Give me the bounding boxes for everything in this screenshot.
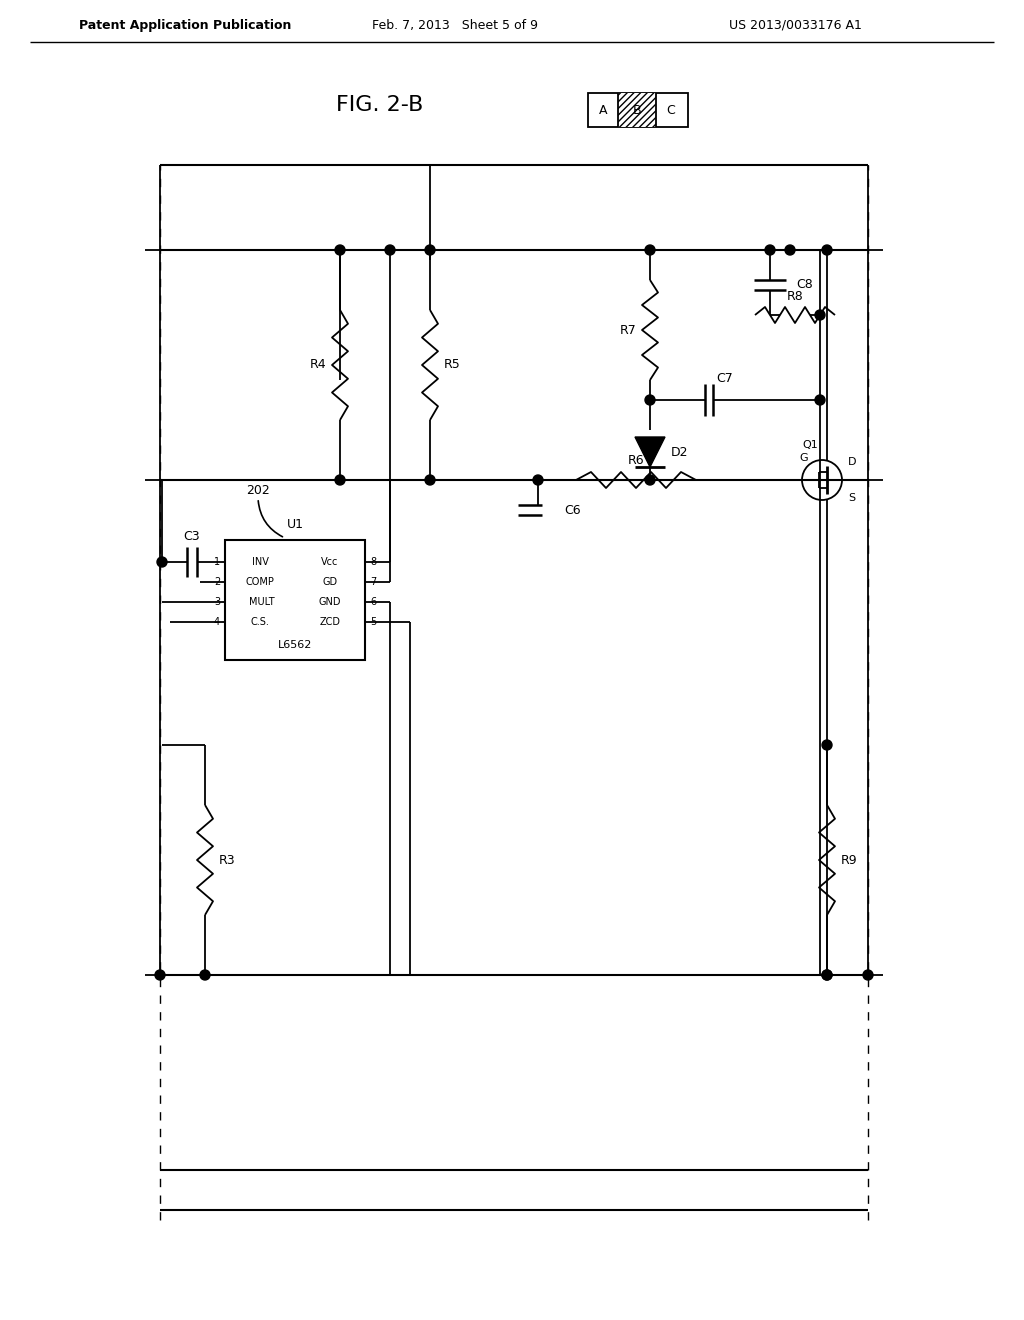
- Circle shape: [335, 246, 345, 255]
- Circle shape: [200, 970, 210, 979]
- Text: R6: R6: [628, 454, 644, 466]
- Circle shape: [157, 557, 167, 568]
- Text: D2: D2: [672, 446, 689, 458]
- Circle shape: [335, 475, 345, 484]
- Circle shape: [645, 246, 655, 255]
- Text: MULT: MULT: [249, 597, 274, 607]
- Text: R9: R9: [841, 854, 857, 866]
- Text: D: D: [848, 457, 856, 467]
- Circle shape: [815, 395, 825, 405]
- Text: 3: 3: [214, 597, 220, 607]
- Text: B: B: [633, 103, 641, 116]
- Circle shape: [385, 246, 395, 255]
- Text: Patent Application Publication: Patent Application Publication: [79, 18, 291, 32]
- Text: C8: C8: [797, 279, 813, 292]
- Circle shape: [765, 246, 775, 255]
- Circle shape: [645, 395, 655, 405]
- Text: 8: 8: [370, 557, 376, 568]
- Text: COMP: COMP: [246, 577, 274, 587]
- Circle shape: [155, 970, 165, 979]
- Text: ZCD: ZCD: [319, 616, 341, 627]
- Text: R7: R7: [620, 323, 636, 337]
- Circle shape: [822, 741, 831, 750]
- Text: 2: 2: [214, 577, 220, 587]
- Text: Feb. 7, 2013   Sheet 5 of 9: Feb. 7, 2013 Sheet 5 of 9: [372, 18, 538, 32]
- Bar: [618, 92, 656, 127]
- Text: 5: 5: [370, 616, 376, 627]
- Circle shape: [425, 475, 435, 484]
- Text: GD: GD: [323, 577, 338, 587]
- Circle shape: [645, 475, 655, 484]
- Text: 202: 202: [246, 483, 270, 496]
- Circle shape: [425, 246, 435, 255]
- Text: C7: C7: [717, 371, 733, 384]
- Text: INV: INV: [252, 557, 268, 568]
- Text: R3: R3: [219, 854, 236, 866]
- Text: R8: R8: [786, 290, 804, 304]
- Circle shape: [534, 475, 543, 484]
- Text: 1: 1: [214, 557, 220, 568]
- Bar: [225, 540, 365, 660]
- Text: A: A: [599, 103, 607, 116]
- Text: 4: 4: [214, 616, 220, 627]
- Text: S: S: [849, 492, 856, 503]
- Bar: [618, 92, 656, 127]
- Circle shape: [815, 310, 825, 319]
- Text: R5: R5: [443, 359, 461, 371]
- Text: 6: 6: [370, 597, 376, 607]
- Circle shape: [785, 246, 795, 255]
- Text: Vcc: Vcc: [322, 557, 339, 568]
- Text: 7: 7: [370, 577, 376, 587]
- Circle shape: [863, 970, 873, 979]
- Text: C.S.: C.S.: [251, 616, 269, 627]
- Text: US 2013/0033176 A1: US 2013/0033176 A1: [728, 18, 861, 32]
- Text: R4: R4: [309, 359, 327, 371]
- Circle shape: [822, 970, 831, 979]
- Text: C3: C3: [183, 531, 201, 544]
- Text: GND: GND: [318, 597, 341, 607]
- Polygon shape: [635, 437, 665, 467]
- Text: C: C: [667, 103, 676, 116]
- Text: Q1: Q1: [802, 440, 818, 450]
- Text: G: G: [800, 453, 808, 463]
- Text: FIG. 2-B: FIG. 2-B: [336, 95, 424, 115]
- Text: C6: C6: [564, 503, 582, 516]
- Circle shape: [822, 970, 831, 979]
- Text: L6562: L6562: [278, 640, 312, 649]
- Circle shape: [822, 246, 831, 255]
- Text: U1: U1: [287, 519, 303, 532]
- Bar: [588, 92, 688, 127]
